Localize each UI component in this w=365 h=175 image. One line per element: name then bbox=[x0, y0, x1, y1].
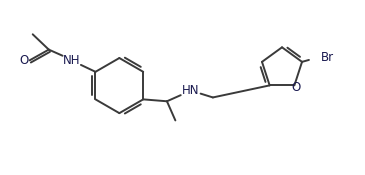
Text: O: O bbox=[20, 54, 29, 67]
Text: NH: NH bbox=[63, 54, 81, 67]
Text: Br: Br bbox=[320, 51, 334, 64]
Text: HN: HN bbox=[182, 84, 199, 97]
Text: O: O bbox=[292, 81, 301, 94]
